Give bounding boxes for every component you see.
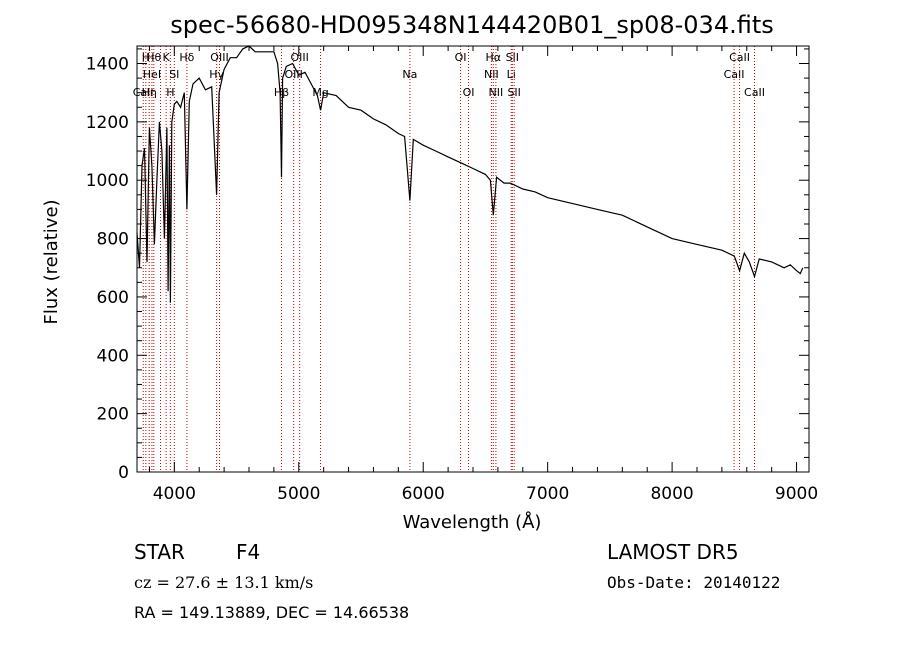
marker-label-20: Hα <box>486 51 502 64</box>
x-tick-label-2: 6000 <box>402 484 445 504</box>
marker-label-1: H <box>142 51 150 64</box>
y-tick-label-5: 1000 <box>86 171 129 191</box>
marker-label-6: K <box>163 51 171 64</box>
x-tick-label-1: 5000 <box>277 484 320 504</box>
marker-label-17: OI <box>455 51 467 64</box>
marker-label-19: NII <box>484 68 499 81</box>
x-axis-label: Wavelength (Å) <box>403 511 542 533</box>
x-tick-label-5: 9000 <box>775 484 818 504</box>
y-tick-label-7: 1400 <box>86 55 129 75</box>
survey-name: LAMOST DR5 <box>607 540 739 564</box>
y-tick-label-1: 200 <box>97 405 129 425</box>
x-tick-label-0: 4000 <box>153 484 196 504</box>
marker-label-9: Hδ <box>179 51 194 64</box>
y-tick-label-2: 400 <box>97 346 129 366</box>
y-axis-label: Flux (relative) <box>41 199 62 324</box>
marker-label-7: H <box>166 86 174 99</box>
marker-label-26: CaII <box>729 51 750 64</box>
marker-label-13: OIII <box>284 68 302 81</box>
marker-label-24: SII <box>507 86 520 99</box>
marker-label-16: Na <box>402 68 417 81</box>
y-axis: 0 200 400 600 800 1000 1200 1400 <box>86 48 809 483</box>
object-class: STAR <box>134 540 185 564</box>
redshift-cz: cz = 27.6 ± 13.1 km/s <box>134 573 314 592</box>
marker-label-25: CaII <box>724 68 745 81</box>
marker-label-22: Li <box>507 68 516 81</box>
marker-label-8: SI <box>169 68 179 81</box>
coordinates: RA = 149.13889, DEC = 14.66538 <box>134 603 410 622</box>
y-tick-label-6: 1200 <box>86 113 129 133</box>
plot-frame <box>136 45 810 473</box>
marker-label-23: SII <box>506 51 519 64</box>
marker-label-2: Hη <box>142 86 157 99</box>
marker-label-14: OIII <box>290 51 308 64</box>
marker-label-3: HeI <box>143 68 161 81</box>
chart-title: spec-56680-HD095348N144420B01_sp08-034.f… <box>170 11 774 39</box>
marker-label-11: OIII <box>210 51 228 64</box>
subclass: F4 <box>236 540 261 564</box>
obs-date: Obs-Date: 20140122 <box>607 573 781 592</box>
marker-label-10: Hγ <box>209 68 224 81</box>
marker-label-12: Hβ <box>274 86 289 99</box>
marker-label-0: CaII <box>133 86 154 99</box>
y-tick-label-0: 0 <box>118 463 129 483</box>
spectrum-line <box>136 45 804 303</box>
marker-label-4: Hθ <box>146 51 161 64</box>
y-tick-label-3: 600 <box>97 288 129 308</box>
marker-label-27: CaII <box>744 86 765 99</box>
x-tick-label-3: 7000 <box>526 484 569 504</box>
marker-label-15: Mg <box>312 86 328 99</box>
y-tick-label-4: 800 <box>97 230 129 250</box>
marker-label-18: OI <box>463 86 475 99</box>
x-axis: 4000 5000 6000 7000 8000 9000 <box>148 46 818 504</box>
x-tick-label-4: 8000 <box>650 484 693 504</box>
marker-label-21: NII <box>489 86 504 99</box>
